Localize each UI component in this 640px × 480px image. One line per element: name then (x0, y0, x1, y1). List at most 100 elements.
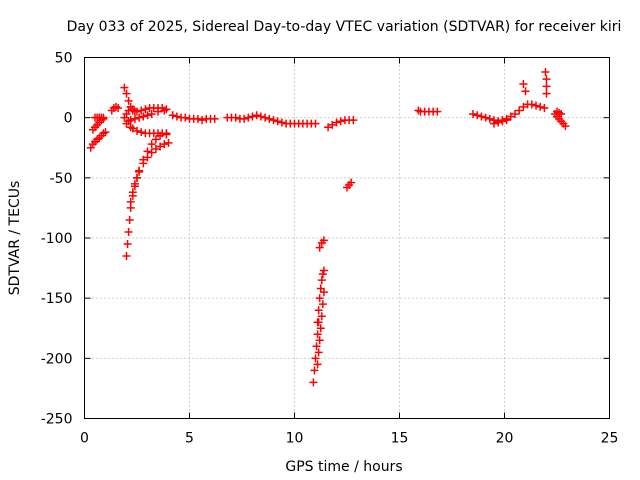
data-point (314, 348, 323, 357)
data-point (128, 188, 137, 197)
data-point (312, 342, 321, 351)
x-tick-label: 0 (80, 431, 89, 447)
y-tick-label: -150 (41, 291, 73, 307)
data-point (244, 113, 253, 122)
data-point (336, 117, 345, 126)
data-point (316, 324, 325, 333)
data-point (521, 87, 530, 96)
data-point (519, 79, 528, 88)
data-point (151, 144, 160, 153)
data-point (125, 215, 134, 224)
data-point (313, 360, 322, 369)
data-point (314, 306, 323, 315)
data-point (122, 89, 131, 98)
data-point (349, 116, 358, 125)
data-point (151, 135, 160, 144)
data-point (318, 300, 327, 309)
data-point (147, 110, 156, 119)
data-point (316, 284, 325, 293)
series-arc-s (343, 178, 356, 192)
data-point (252, 111, 261, 120)
data-point (273, 117, 282, 126)
data-point (122, 252, 131, 261)
data-point (332, 118, 341, 127)
data-point (168, 111, 177, 120)
series-arc-k (168, 111, 219, 125)
data-point (347, 178, 356, 187)
series-arc-m (294, 119, 320, 128)
data-point (315, 336, 324, 345)
data-point (324, 123, 333, 132)
data-points (86, 67, 570, 387)
data-point (313, 318, 322, 327)
data-point (433, 107, 442, 116)
data-point (265, 114, 274, 123)
data-point (164, 138, 173, 147)
data-point (490, 119, 498, 128)
data-point (99, 113, 108, 122)
data-point (532, 101, 540, 110)
data-point (309, 378, 318, 387)
series-arc-c (91, 113, 108, 122)
data-point (124, 96, 133, 105)
x-tick-label: 10 (286, 431, 304, 447)
y-tick-label: -250 (41, 412, 73, 428)
series-arc-f (120, 102, 139, 122)
data-point (319, 236, 328, 245)
data-point (160, 106, 169, 115)
data-point (114, 104, 123, 113)
data-point (126, 116, 135, 125)
data-point (101, 128, 110, 137)
data-point (313, 330, 322, 339)
data-point (154, 107, 162, 116)
data-point (515, 106, 524, 115)
y-axis-title: SDTVAR / TECUs (7, 181, 23, 296)
series-arc-u (469, 100, 549, 126)
data-point (318, 270, 327, 279)
x-axis-title: GPS time / hours (285, 459, 402, 475)
data-point (506, 112, 515, 121)
y-axis-ticks: 50 0 -50 -100 -150 -200 -250 (41, 51, 610, 428)
data-point (311, 354, 320, 363)
series-arc-h (122, 130, 171, 261)
data-point (519, 102, 528, 111)
data-point (261, 113, 270, 122)
plot-frame (84, 57, 610, 419)
data-point (135, 167, 144, 176)
series-arc-i (126, 138, 173, 206)
y-tick-label: -50 (50, 171, 73, 187)
series-arc-a (86, 128, 110, 152)
data-point (141, 105, 150, 114)
series-arc-g (122, 106, 169, 128)
data-point (126, 197, 135, 206)
series-arc-x (541, 67, 551, 98)
chart-title: Day 033 of 2025, Sidereal Day-to-day VTE… (67, 19, 622, 35)
data-point (139, 159, 148, 168)
series-arc-v (490, 116, 511, 128)
data-point (542, 82, 551, 91)
x-tick-label: 25 (601, 431, 619, 447)
y-tick-label: -200 (41, 351, 73, 367)
data-point (137, 106, 146, 115)
series-arc-w (519, 79, 530, 96)
data-point (541, 67, 550, 76)
data-point (317, 312, 326, 321)
data-point (120, 83, 129, 92)
data-point (128, 124, 137, 133)
data-point (137, 128, 146, 137)
data-point (485, 114, 494, 123)
data-point (311, 119, 320, 128)
series-arc-p (313, 266, 328, 327)
data-point (162, 129, 171, 138)
data-point (328, 120, 337, 129)
data-point (477, 112, 486, 121)
data-point (124, 227, 133, 236)
data-point (315, 294, 324, 303)
data-point (315, 243, 324, 252)
x-tick-label: 15 (391, 431, 409, 447)
grid-lines (84, 57, 610, 419)
data-point (193, 114, 202, 123)
data-point (527, 100, 536, 109)
data-point (133, 126, 141, 135)
